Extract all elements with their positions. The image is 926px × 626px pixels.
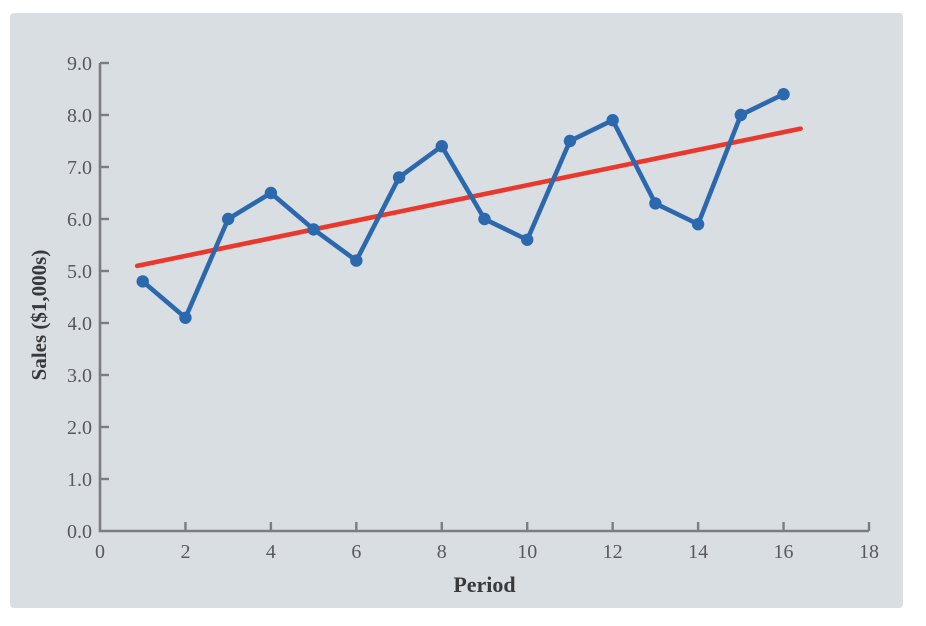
data-point — [264, 186, 278, 200]
data-point — [691, 218, 705, 231]
y-tick-label: 8.0 — [67, 105, 92, 127]
x-tick-label: 16 — [774, 541, 794, 563]
trend-line — [134, 126, 803, 269]
x-tick-label: 8 — [437, 541, 447, 563]
y-axis-title: Sales ($1,000s) — [27, 250, 51, 381]
data-point — [435, 140, 448, 153]
x-tick-label: 4 — [266, 541, 276, 563]
x-tick-label: 14 — [688, 541, 708, 563]
data-point — [179, 311, 192, 324]
data-point — [521, 233, 534, 246]
y-tick-label: 0.0 — [67, 521, 92, 543]
data-point — [307, 223, 320, 236]
x-axis-title: Period — [453, 572, 515, 597]
sales-line — [140, 91, 786, 321]
y-tick-label: 4.0 — [67, 313, 92, 335]
x-tick-label: 6 — [351, 541, 361, 563]
y-tick-label: 3.0 — [67, 365, 92, 387]
data-point — [649, 197, 662, 210]
data-point — [734, 108, 748, 122]
y-tick-label: 1.0 — [67, 469, 92, 491]
x-tick-label: 2 — [180, 541, 190, 563]
chart-panel — [10, 13, 903, 608]
y-tick-label: 2.0 — [67, 417, 92, 439]
data-point — [478, 212, 491, 226]
data-point — [350, 254, 363, 267]
data-point — [563, 134, 577, 148]
data-point — [606, 114, 619, 127]
data-point — [221, 212, 235, 226]
y-tick-label: 9.0 — [67, 53, 92, 75]
x-tick-label: 18 — [859, 541, 879, 563]
x-tick-label: 12 — [603, 541, 623, 563]
data-point — [392, 171, 406, 184]
y-tick-label: 5.0 — [67, 261, 92, 283]
x-tick-label: 10 — [517, 541, 537, 563]
y-tick-label: 6.0 — [67, 209, 92, 231]
x-tick-label: 0 — [95, 541, 105, 563]
data-point — [777, 88, 790, 101]
y-title-backdrop — [14, 238, 68, 394]
data-point — [136, 275, 149, 288]
y-tick-label: 7.0 — [67, 157, 92, 179]
